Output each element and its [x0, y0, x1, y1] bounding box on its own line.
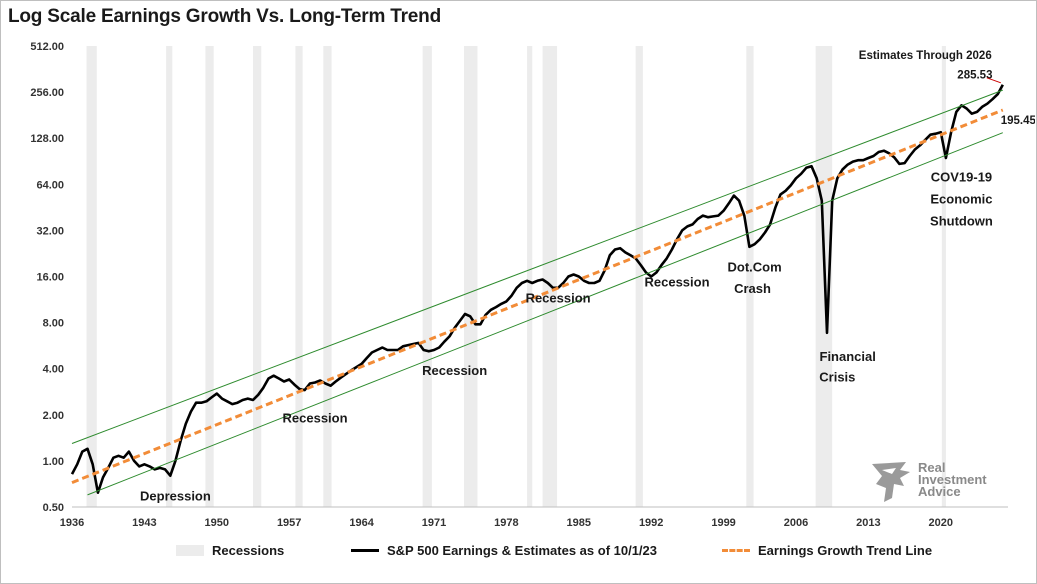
logo: Real Investment Advice: [866, 458, 1006, 506]
y-tick-label: 2.00: [43, 410, 64, 422]
x-tick-label: 1999: [711, 517, 735, 529]
recession-band: [323, 46, 332, 507]
y-tick-label: 32.00: [36, 225, 64, 237]
chart-annotation: Recession: [645, 274, 710, 289]
logo-line-3: Advice: [918, 484, 961, 499]
chart-annotation: Recession: [526, 291, 591, 306]
x-tick-label: 1992: [639, 517, 663, 529]
recession-band: [422, 46, 432, 507]
recession-band: [86, 46, 97, 507]
legend-label-recessions: Recessions: [212, 543, 285, 558]
eagle-head-icon: [872, 462, 910, 502]
x-tick-label: 1950: [205, 517, 229, 529]
chart-svg: 0.50 1.00 2.00 4.00 8.00 16.00 32.00 64.00 128.0…: [30, 41, 1035, 529]
y-tick-label: 8.00: [43, 318, 64, 330]
legend-swatch-recessions: [176, 545, 204, 556]
x-tick-label: 1936: [60, 517, 84, 529]
chart-annotation: Recession: [283, 411, 348, 426]
chart-annotation: Crash: [734, 281, 771, 296]
x-tick-label: 2006: [784, 517, 808, 529]
trend-line: [71, 108, 1004, 484]
legend-swatch-trend: [722, 549, 750, 552]
x-tick-label: 2020: [929, 517, 953, 529]
recession-band: [527, 46, 533, 507]
chart-annotation: Economic: [930, 191, 992, 206]
chart-annotation: 195.45: [1001, 115, 1035, 127]
legend-item-earnings: S&P 500 Earnings & Estimates as of 10/1/…: [351, 543, 657, 558]
chart-annotation: Shutdown: [930, 213, 993, 228]
x-tick-label: 1964: [349, 517, 374, 529]
logo-line-1: Real: [918, 460, 946, 475]
chart-annotation: Financial: [820, 349, 876, 364]
legend: Recessions S&P 500 Earnings & Estimates …: [0, 543, 1035, 563]
legend-item-trend: Earnings Growth Trend Line: [722, 543, 932, 558]
recession-band: [166, 46, 173, 507]
legend-item-recessions: Recessions: [176, 543, 284, 558]
x-tick-label: 1978: [494, 517, 518, 529]
legend-label-trend: Earnings Growth Trend Line: [758, 543, 933, 558]
earnings-line: [70, 84, 1004, 495]
recession-band: [252, 46, 262, 507]
chart-annotation: COV19-19: [931, 169, 992, 184]
legend-swatch-earnings: [351, 549, 379, 552]
chart-annotation: Recession: [422, 363, 487, 378]
channel-line-upper: [71, 89, 1003, 444]
chart-title: Log Scale Earnings Growth Vs. Long-Term …: [8, 6, 441, 27]
logo-line-2: Investment: [918, 472, 987, 487]
channel-line-lower: [87, 132, 1003, 496]
recession-band: [542, 46, 558, 507]
y-tick-label: 4.00: [43, 364, 64, 376]
x-tick-label: 1943: [132, 517, 156, 529]
recession-band: [205, 46, 214, 507]
chart-annotation: Dot.Com: [728, 259, 782, 274]
x-tick-label: 1971: [422, 517, 446, 529]
recession-band: [463, 46, 478, 507]
recession-band: [295, 46, 303, 507]
chart-annotation: Crisis: [819, 369, 855, 384]
x-tick-label: 1985: [567, 517, 591, 529]
recession-band: [941, 46, 946, 507]
estimate-leader-line: [986, 77, 1001, 84]
logo-text: Real Investment Advice: [918, 460, 987, 499]
y-tick-label: 512.00: [30, 41, 64, 53]
x-tick-label: 2013: [856, 517, 880, 529]
y-tick-label: 1.00: [43, 456, 64, 468]
x-tick-label: 1957: [277, 517, 301, 529]
y-tick-label: 128.00: [30, 133, 64, 145]
y-tick-label: 64.00: [36, 179, 64, 191]
y-tick-label: 256.00: [30, 87, 64, 99]
chart-annotation: 285.53: [957, 69, 992, 81]
y-tick-label: 0.50: [43, 502, 64, 514]
chart-annotation: Estimates Through 2026: [859, 50, 992, 62]
legend-label-earnings: S&P 500 Earnings & Estimates as of 10/1/…: [387, 543, 658, 558]
recession-band: [746, 46, 754, 507]
y-tick-label: 16.00: [36, 272, 64, 284]
chart-annotation: Depression: [140, 489, 211, 504]
